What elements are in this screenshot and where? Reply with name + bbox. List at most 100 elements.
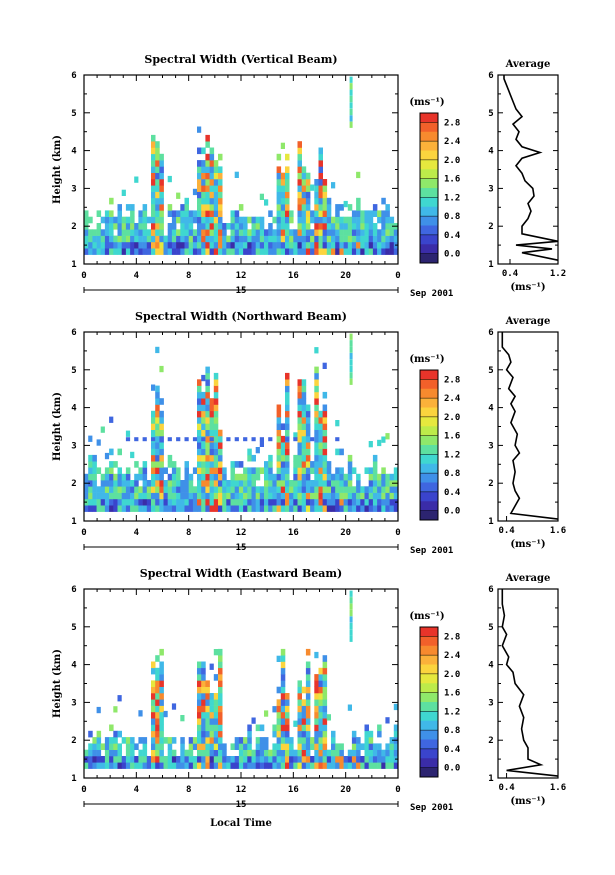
colorbar-swatch <box>420 655 438 665</box>
average-y-tick-label: 2 <box>488 736 493 746</box>
x-tick-label: 0 <box>81 271 86 281</box>
x-tick-label: 12 <box>236 271 247 281</box>
y-axis: 1 2 3 4 5 6 Height (km) <box>52 585 398 784</box>
colorbar-swatch <box>420 416 438 427</box>
x-tick-label: 0 <box>81 785 86 795</box>
colorbar-label: 0.8 <box>444 726 460 736</box>
colorbar-swatch <box>420 767 438 778</box>
x-tick-label: 8 <box>186 785 191 795</box>
colorbar-label: 2.0 <box>444 156 460 166</box>
colorbar-label: 1.6 <box>444 432 460 442</box>
average-panel: Average 1 2 3 4 5 6 0.4 1.6 (ms⁻¹) <box>488 316 566 550</box>
y-tick-label: 6 <box>71 585 76 595</box>
average-x-label: (ms⁻¹) <box>510 282 545 293</box>
chart-title: Spectral Width (Northward Beam) <box>135 310 347 323</box>
colorbar-label: 0.4 <box>444 231 461 241</box>
average-title: Average <box>505 59 551 70</box>
colorbar-swatch <box>420 370 438 380</box>
colorbar-label: 0.0 <box>444 250 460 260</box>
y-tick-label: 6 <box>71 328 76 338</box>
colorbar-swatch <box>420 683 438 693</box>
colorbar-swatch <box>420 739 438 750</box>
average-y-tick-label: 5 <box>488 109 493 119</box>
average-y-tick-label: 3 <box>488 184 493 194</box>
y-axis-label: Height (km) <box>52 649 63 718</box>
colorbar-swatch <box>420 645 438 656</box>
panel-eastward: Spectral Width (Eastward Beam)0 4 8 12 16 20 0… <box>52 567 566 829</box>
date-day: 15 <box>236 286 247 296</box>
colorbar-label: 0.0 <box>444 507 460 517</box>
colorbar-swatch <box>420 113 438 123</box>
chart-title: Spectral Width (Eastward Beam) <box>140 567 342 580</box>
y-tick-label: 3 <box>71 441 76 451</box>
x-axis: 0 4 8 12 16 20 0 15 Sep 2001 <box>81 75 453 299</box>
colorbar-label: 1.6 <box>444 689 460 699</box>
colorbar-swatch <box>420 491 438 502</box>
colorbar-swatch <box>420 379 438 390</box>
colorbar-label: 2.0 <box>444 670 460 680</box>
date-label: Sep 2001 <box>410 803 453 813</box>
colorbar-label: 2.0 <box>444 413 460 423</box>
average-y-tick-label: 1 <box>488 517 493 527</box>
colorbar-swatch <box>420 253 438 264</box>
date-label: Sep 2001 <box>410 289 453 299</box>
average-y-tick-label: 1 <box>488 774 493 784</box>
average-x-label: (ms⁻¹) <box>510 796 545 807</box>
colorbar-label: 2.8 <box>444 118 460 128</box>
date-label: Sep 2001 <box>410 546 453 556</box>
x-tick-label: 4 <box>134 528 140 538</box>
x-tick-label: 0 <box>395 785 400 795</box>
x-tick-label: 4 <box>134 785 140 795</box>
y-tick-label: 5 <box>71 366 76 376</box>
y-tick-label: 2 <box>71 479 76 489</box>
colorbar-swatch <box>420 216 438 226</box>
average-title: Average <box>505 573 551 584</box>
colorbar: (ms⁻¹)2.8 2.4 2.0 1.6 1.2 0.8 0.4 0.0 <box>409 611 461 778</box>
average-x-tick-label: 1.6 <box>550 526 566 536</box>
colorbar-swatch <box>420 244 438 254</box>
average-frame <box>497 331 559 522</box>
colorbar: (ms⁻¹)2.8 2.4 2.0 1.6 1.2 0.8 0.4 0.0 <box>409 354 461 521</box>
colorbar-frame <box>419 626 439 778</box>
average-y-tick-label: 5 <box>488 623 493 633</box>
x-tick-label: 0 <box>395 528 400 538</box>
heatmap-field <box>84 333 399 512</box>
x-tick-label: 4 <box>134 271 140 281</box>
colorbar-swatch <box>420 435 438 446</box>
y-tick-label: 4 <box>71 661 77 671</box>
colorbar-label: 1.2 <box>444 450 460 460</box>
colorbar-swatch <box>420 636 438 647</box>
colorbar-swatch <box>420 445 438 455</box>
colorbar: (ms⁻¹)2.8 2.4 2.0 1.6 1.2 0.8 0.4 0.0 <box>409 97 461 264</box>
colorbar-swatch <box>420 150 438 161</box>
average-y-tick-label: 3 <box>488 441 493 451</box>
colorbar-label: 0.8 <box>444 212 460 222</box>
colorbar-swatch <box>420 730 438 740</box>
colorbar-unit: (ms⁻¹) <box>409 97 444 108</box>
colorbar-swatch <box>420 398 438 408</box>
y-tick-label: 3 <box>71 698 76 708</box>
average-x-tick-label: 0.4 <box>498 783 515 793</box>
colorbar-swatch <box>420 501 438 511</box>
heatmap-field <box>84 76 399 255</box>
colorbar-swatch <box>420 141 438 151</box>
average-panel: Average 1 2 3 4 5 6 0.4 1.2 (ms⁻¹) <box>488 59 566 293</box>
average-x-tick-label: 0.4 <box>498 526 515 536</box>
y-tick-label: 2 <box>71 222 76 232</box>
y-tick-label: 5 <box>71 109 76 119</box>
panel-northward: Spectral Width (Northward Beam)0 4 8 12 16 20… <box>52 310 566 556</box>
x-tick-label: 16 <box>288 785 299 795</box>
chart-title: Spectral Width (Vertical Beam) <box>144 53 337 66</box>
colorbar-swatch <box>420 122 438 133</box>
average-profile-line <box>501 589 559 777</box>
colorbar-swatch <box>420 748 438 759</box>
date-day: 15 <box>236 800 247 810</box>
colorbar-swatch <box>420 188 438 198</box>
average-y-tick-label: 6 <box>488 71 493 81</box>
colorbar-swatch <box>420 407 438 418</box>
colorbar-swatch <box>420 234 438 245</box>
colorbar-swatch <box>420 131 438 142</box>
average-y-tick-label: 2 <box>488 479 493 489</box>
colorbar-frame <box>419 112 439 264</box>
colorbar-label: 1.2 <box>444 707 460 717</box>
